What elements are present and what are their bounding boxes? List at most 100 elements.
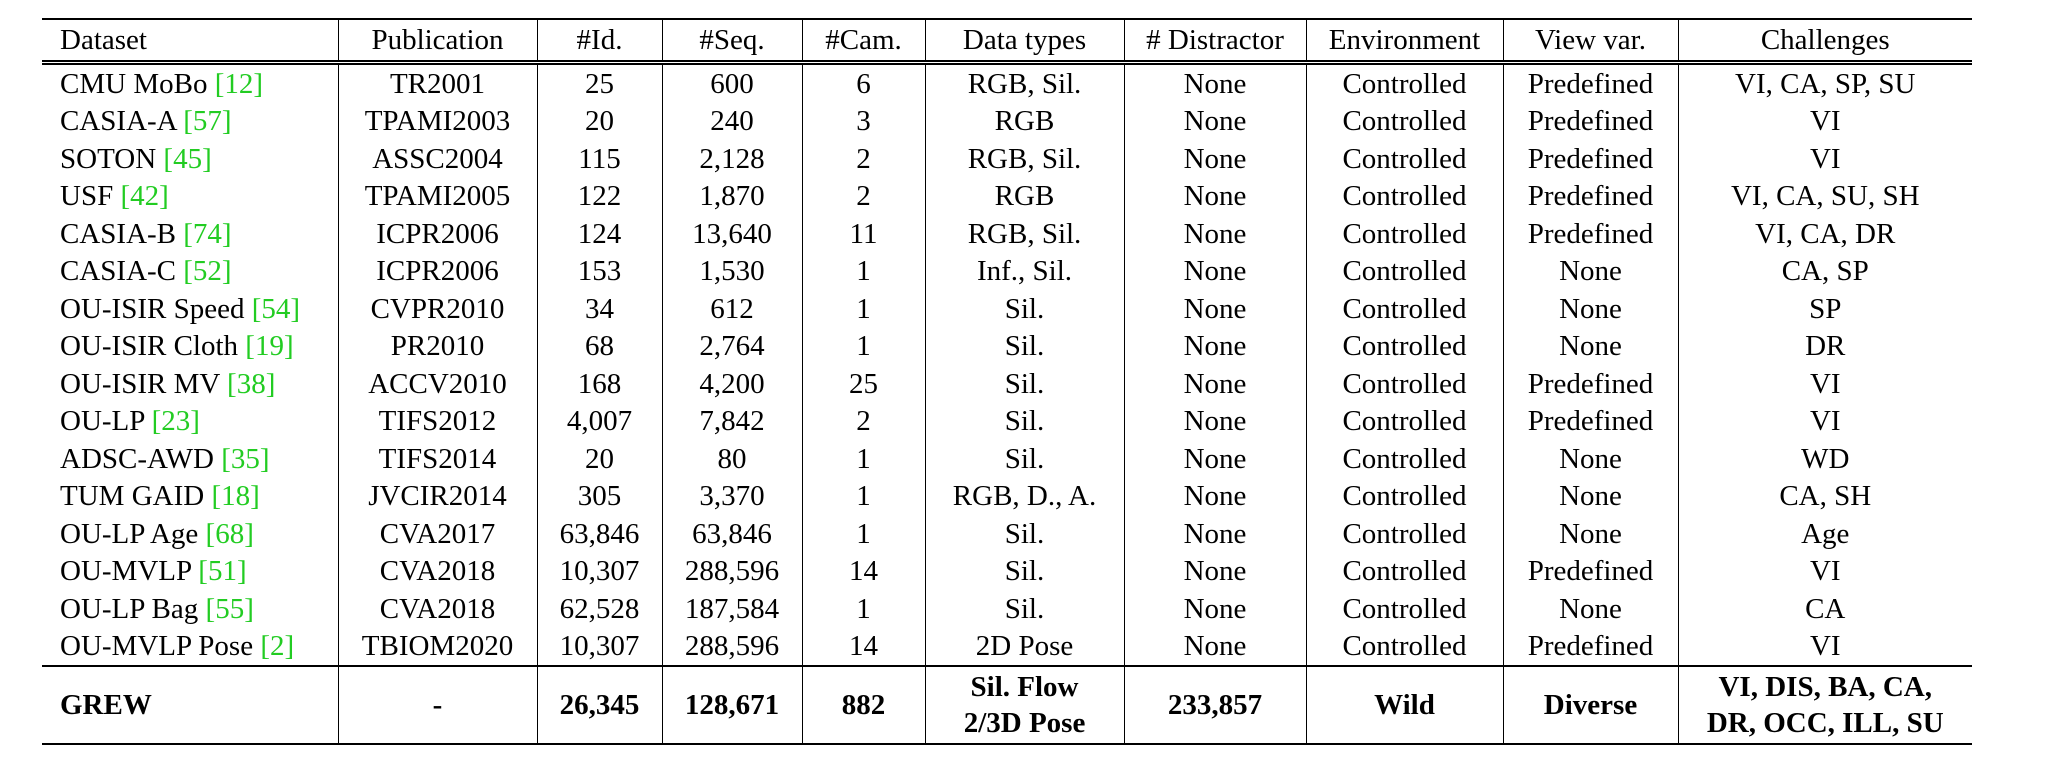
table-cell: Predefined xyxy=(1502,102,1678,140)
table-cell: - xyxy=(337,665,537,744)
header-cell: #Seq. xyxy=(661,19,802,65)
cell-line: VI, DIS, BA, CA, xyxy=(1718,671,1932,703)
table-cell: Predefined xyxy=(1502,177,1678,215)
table-cell: Controlled xyxy=(1305,515,1503,553)
table-cell: DR xyxy=(1677,327,1972,365)
header-cell: # Distractor xyxy=(1123,19,1306,65)
table-cell: 10,307 xyxy=(536,627,662,666)
table-cell: 2 xyxy=(801,402,925,440)
dataset-name: OU-LP Bag xyxy=(60,592,199,625)
table-cell: Controlled xyxy=(1305,252,1503,290)
table-cell: 122 xyxy=(536,177,662,215)
table-cell: 1,530 xyxy=(661,252,802,290)
table-cell: JVCIR2014 xyxy=(337,477,537,515)
table-cell: None xyxy=(1123,402,1306,440)
table-cell: None xyxy=(1123,102,1306,140)
table-row: CMU MoBo [12] TR2001 25 600 6 RGB, Sil. None Co… xyxy=(42,62,1972,103)
dataset-cell: OU-ISIR MV [38] xyxy=(42,365,338,403)
dataset-cell: OU-MVLP Pose [2] xyxy=(42,628,338,667)
header-cell: #Cam. xyxy=(801,19,925,65)
table-cell: TIFS2012 xyxy=(337,402,537,440)
table-cell: RGB, D., A. xyxy=(924,477,1124,515)
table-cell: VI, CA, SP, SU xyxy=(1677,62,1972,103)
table-cell: VI xyxy=(1677,402,1972,440)
table-cell: Controlled xyxy=(1305,62,1503,103)
table-cell: ACCV2010 xyxy=(337,365,537,403)
table-cell: Sil. Flow 2/3D Pose xyxy=(924,665,1124,744)
table-cell: GREW xyxy=(42,665,338,744)
header-cell: Challenges xyxy=(1677,19,1972,65)
dataset-cell: TUM GAID [18] xyxy=(42,478,338,516)
table-cell: VI xyxy=(1677,102,1972,140)
table-row: OU-ISIR MV [38] ACCV2010 168 4,200 25 Sil. Non… xyxy=(42,365,1972,403)
table-cell: Controlled xyxy=(1305,477,1503,515)
table-cell: VI, CA, DR xyxy=(1677,215,1972,253)
dataset-name: CASIA-C xyxy=(60,255,177,288)
table-cell: Controlled xyxy=(1305,327,1503,365)
table-cell: Controlled xyxy=(1305,365,1503,403)
cell-line: Sil. Flow xyxy=(970,671,1079,703)
table-cell: CVA2018 xyxy=(337,590,537,628)
table-cell: 3,370 xyxy=(661,477,802,515)
table-cell: None xyxy=(1123,477,1306,515)
table-cell: 1 xyxy=(801,515,925,553)
table-cell: Sil. xyxy=(924,402,1124,440)
header-row: Dataset Publication #Id. #Seq. #Cam. Data typ… xyxy=(42,19,1972,65)
table-cell: 153 xyxy=(536,252,662,290)
table-cell: 4,007 xyxy=(536,402,662,440)
table-row: OU-MVLP Pose [2] TBIOM2020 10,307 288,596 14… xyxy=(42,627,1972,667)
citation: [35] xyxy=(221,442,270,475)
table-cell: CA, SP xyxy=(1677,252,1972,290)
table-cell: Sil. xyxy=(924,290,1124,328)
table-cell: Predefined xyxy=(1502,215,1678,253)
citation: [45] xyxy=(163,142,212,175)
dataset-name: OU-LP Age xyxy=(60,517,199,550)
table-cell: 2D Pose xyxy=(924,627,1124,666)
dataset-cell: CMU MoBo [12] xyxy=(42,63,338,103)
table-cell: 1 xyxy=(801,477,925,515)
table-cell: RGB, Sil. xyxy=(924,215,1124,253)
table-cell: 1 xyxy=(801,252,925,290)
table-row: OU-MVLP [51] CVA2018 10,307 288,596 14 Sil. No… xyxy=(42,552,1972,591)
table-cell: CVA2018 xyxy=(337,552,537,590)
table-cell: 1 xyxy=(801,590,925,628)
table-cell: SP xyxy=(1677,290,1972,328)
table-cell: 1 xyxy=(801,440,925,478)
table-cell: 14 xyxy=(801,627,925,666)
table-cell: None xyxy=(1123,177,1306,215)
dataset-name: SOTON xyxy=(60,142,157,175)
table-cell: 25 xyxy=(536,62,662,103)
table-cell: None xyxy=(1123,215,1306,253)
table-cell: 13,640 xyxy=(661,215,802,253)
table-row: TUM GAID [18] JVCIR2014 305 3,370 1 RGB, D., … xyxy=(42,477,1972,516)
table-cell: None xyxy=(1123,140,1306,178)
table-cell: 288,596 xyxy=(661,627,802,666)
table-cell: Controlled xyxy=(1305,627,1503,666)
table-cell: None xyxy=(1502,440,1678,478)
table-cell: 11 xyxy=(801,215,925,253)
table-cell: Predefined xyxy=(1502,140,1678,178)
table-cell: 4,200 xyxy=(661,365,802,403)
table-cell: Age xyxy=(1677,515,1972,553)
citation: [52] xyxy=(183,255,232,288)
dataset-name: CMU MoBo xyxy=(60,67,208,100)
table-cell: RGB, Sil. xyxy=(924,62,1124,103)
table-row: OU-LP [23] TIFS2012 4,007 7,842 2 Sil. None Con… xyxy=(42,402,1972,440)
table-cell: 612 xyxy=(661,290,802,328)
dataset-cell: OU-MVLP [51] xyxy=(42,553,338,591)
table-cell: 3 xyxy=(801,102,925,140)
header-cell: View var. xyxy=(1502,19,1678,65)
table-cell: 34 xyxy=(536,290,662,328)
table-cell: Sil. xyxy=(924,515,1124,553)
table-row: OU-ISIR Speed [54] CVPR2010 34 612 1 Sil. None… xyxy=(42,290,1972,328)
table-cell: ASSC2004 xyxy=(337,140,537,178)
header-cell: Environment xyxy=(1305,19,1503,65)
table-cell: TR2001 xyxy=(337,62,537,103)
dataset-name: TUM GAID xyxy=(60,480,205,513)
table-cell: ICPR2006 xyxy=(337,215,537,253)
table-cell: None xyxy=(1502,590,1678,628)
table-cell: RGB xyxy=(924,102,1124,140)
dataset-cell: CASIA-B [74] xyxy=(42,215,338,253)
table-cell: None xyxy=(1123,627,1306,666)
table-cell: TPAMI2005 xyxy=(337,177,537,215)
